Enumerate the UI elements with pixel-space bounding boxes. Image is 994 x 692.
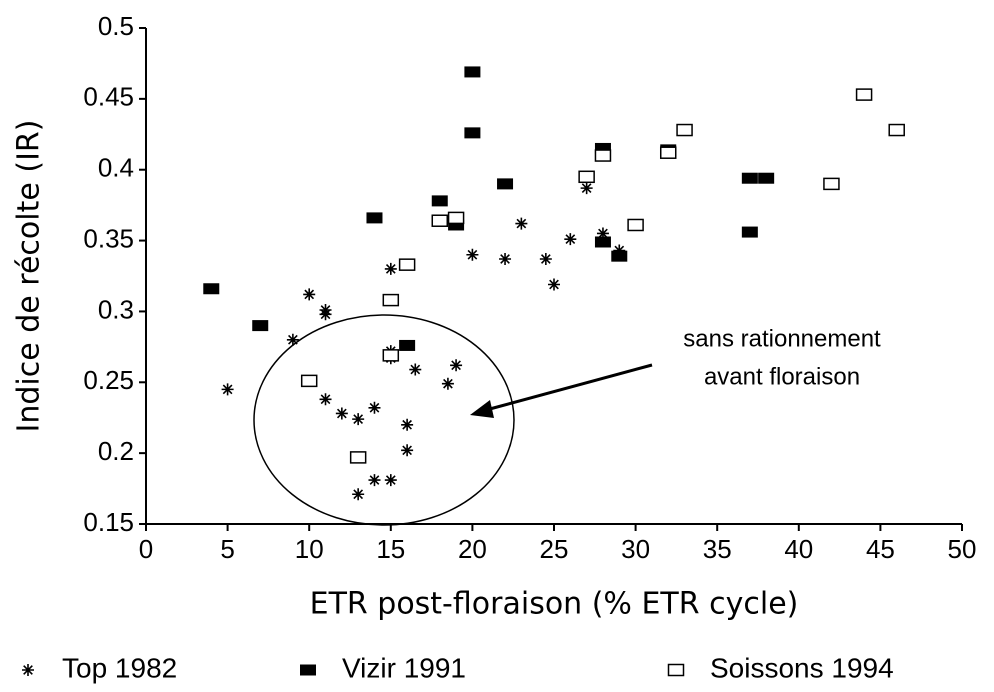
open-square-marker [382, 349, 400, 362]
y-tick-label: 0.25 [83, 365, 134, 395]
filled-square-marker [252, 320, 269, 332]
asterisk-marker [441, 377, 454, 390]
x-tick-label: 30 [621, 534, 650, 564]
filled-square-marker [758, 172, 775, 184]
y-tick-label: 0.45 [83, 82, 134, 112]
filled-square-marker [399, 339, 416, 351]
arrow-line [485, 363, 653, 412]
x-tick-label: 5 [220, 534, 234, 564]
filled-square-marker [594, 236, 611, 248]
asterisk-marker [401, 418, 414, 431]
y-tick-label: 0.2 [98, 436, 134, 466]
x-tick-label: 25 [540, 534, 569, 564]
open-square-marker [382, 293, 400, 307]
asterisk-marker [368, 474, 381, 487]
open-square-marker [431, 214, 449, 227]
asterisk-marker [450, 359, 463, 372]
legend-label: Top 1982 [62, 652, 177, 683]
filled-square-marker [594, 142, 611, 154]
asterisk-marker [596, 227, 609, 240]
y-tick-label: 0.3 [98, 294, 134, 324]
asterisk-marker [466, 248, 479, 261]
asterisk-marker [352, 488, 365, 501]
legend-marker [300, 664, 316, 676]
open-square-marker [888, 123, 905, 137]
open-square-marker [676, 123, 693, 137]
x-tick-label: 45 [866, 534, 895, 564]
annotation: avant floraison [704, 363, 860, 390]
filled-square-marker [464, 66, 481, 78]
asterisk-marker [564, 233, 577, 246]
x-tick-label: 20 [458, 534, 487, 564]
asterisk-marker [515, 217, 528, 230]
x-tick-label: 10 [295, 534, 324, 564]
open-square-marker [823, 177, 840, 191]
open-square-marker [447, 211, 465, 225]
asterisk-marker [580, 182, 593, 195]
asterisk-marker [548, 278, 560, 291]
open-square-marker [398, 258, 416, 271]
asterisk-marker [401, 444, 414, 457]
filled-square-marker [431, 195, 448, 207]
filled-square-marker [497, 178, 514, 190]
filled-square-marker [448, 219, 465, 231]
asterisk-marker [368, 401, 381, 414]
open-square-marker [594, 149, 612, 162]
open-square-marker [627, 218, 644, 232]
filled-square-marker [366, 212, 383, 224]
open-square-marker [855, 88, 873, 101]
asterisk-marker [319, 308, 332, 321]
asterisk-marker [409, 363, 422, 376]
x-axis-label: ETR post-floraison (% ETR cycle) [310, 587, 799, 622]
arrow-head [470, 400, 494, 418]
x-tick-label: 15 [376, 534, 405, 564]
asterisk-marker [613, 244, 626, 257]
open-square-marker [578, 170, 595, 184]
y-tick-label: 0.5 [98, 11, 134, 41]
asterisk-marker [286, 333, 299, 346]
highlight-ellipse [253, 314, 515, 526]
filled-square-marker [741, 172, 758, 184]
asterisk-marker [319, 393, 332, 406]
asterisk-marker [499, 252, 512, 265]
asterisk-marker [384, 262, 397, 275]
y-tick-label: 0.35 [83, 223, 134, 253]
y-tick-label: 0.4 [98, 153, 134, 183]
x-tick-label: 50 [948, 534, 977, 564]
asterisk-marker [335, 407, 348, 420]
filled-square-marker [464, 127, 481, 139]
x-tick-label: 35 [703, 534, 732, 564]
x-tick-label: 40 [784, 534, 813, 564]
annotation: sans rationnement [683, 325, 881, 352]
open-square-marker [300, 374, 318, 388]
y-tick-label: 0.15 [83, 507, 134, 537]
filled-square-marker [203, 283, 220, 295]
asterisk-marker [352, 413, 365, 426]
asterisk-marker [303, 288, 316, 301]
filled-square-marker [611, 250, 628, 262]
asterisk-marker [539, 252, 552, 265]
asterisk-marker [221, 383, 234, 396]
asterisk-marker [384, 474, 397, 487]
open-square-marker [659, 146, 677, 159]
filled-square-marker [741, 226, 758, 238]
x-tick-label: 0 [139, 534, 153, 564]
legend-marker [667, 663, 685, 677]
y-axis-label: Indice de récolte (IR) [12, 120, 47, 433]
legend-label: Soissons 1994 [710, 652, 894, 683]
open-square-marker [349, 451, 367, 464]
legend-label: Vizir 1991 [342, 652, 466, 683]
legend-marker [22, 664, 34, 676]
